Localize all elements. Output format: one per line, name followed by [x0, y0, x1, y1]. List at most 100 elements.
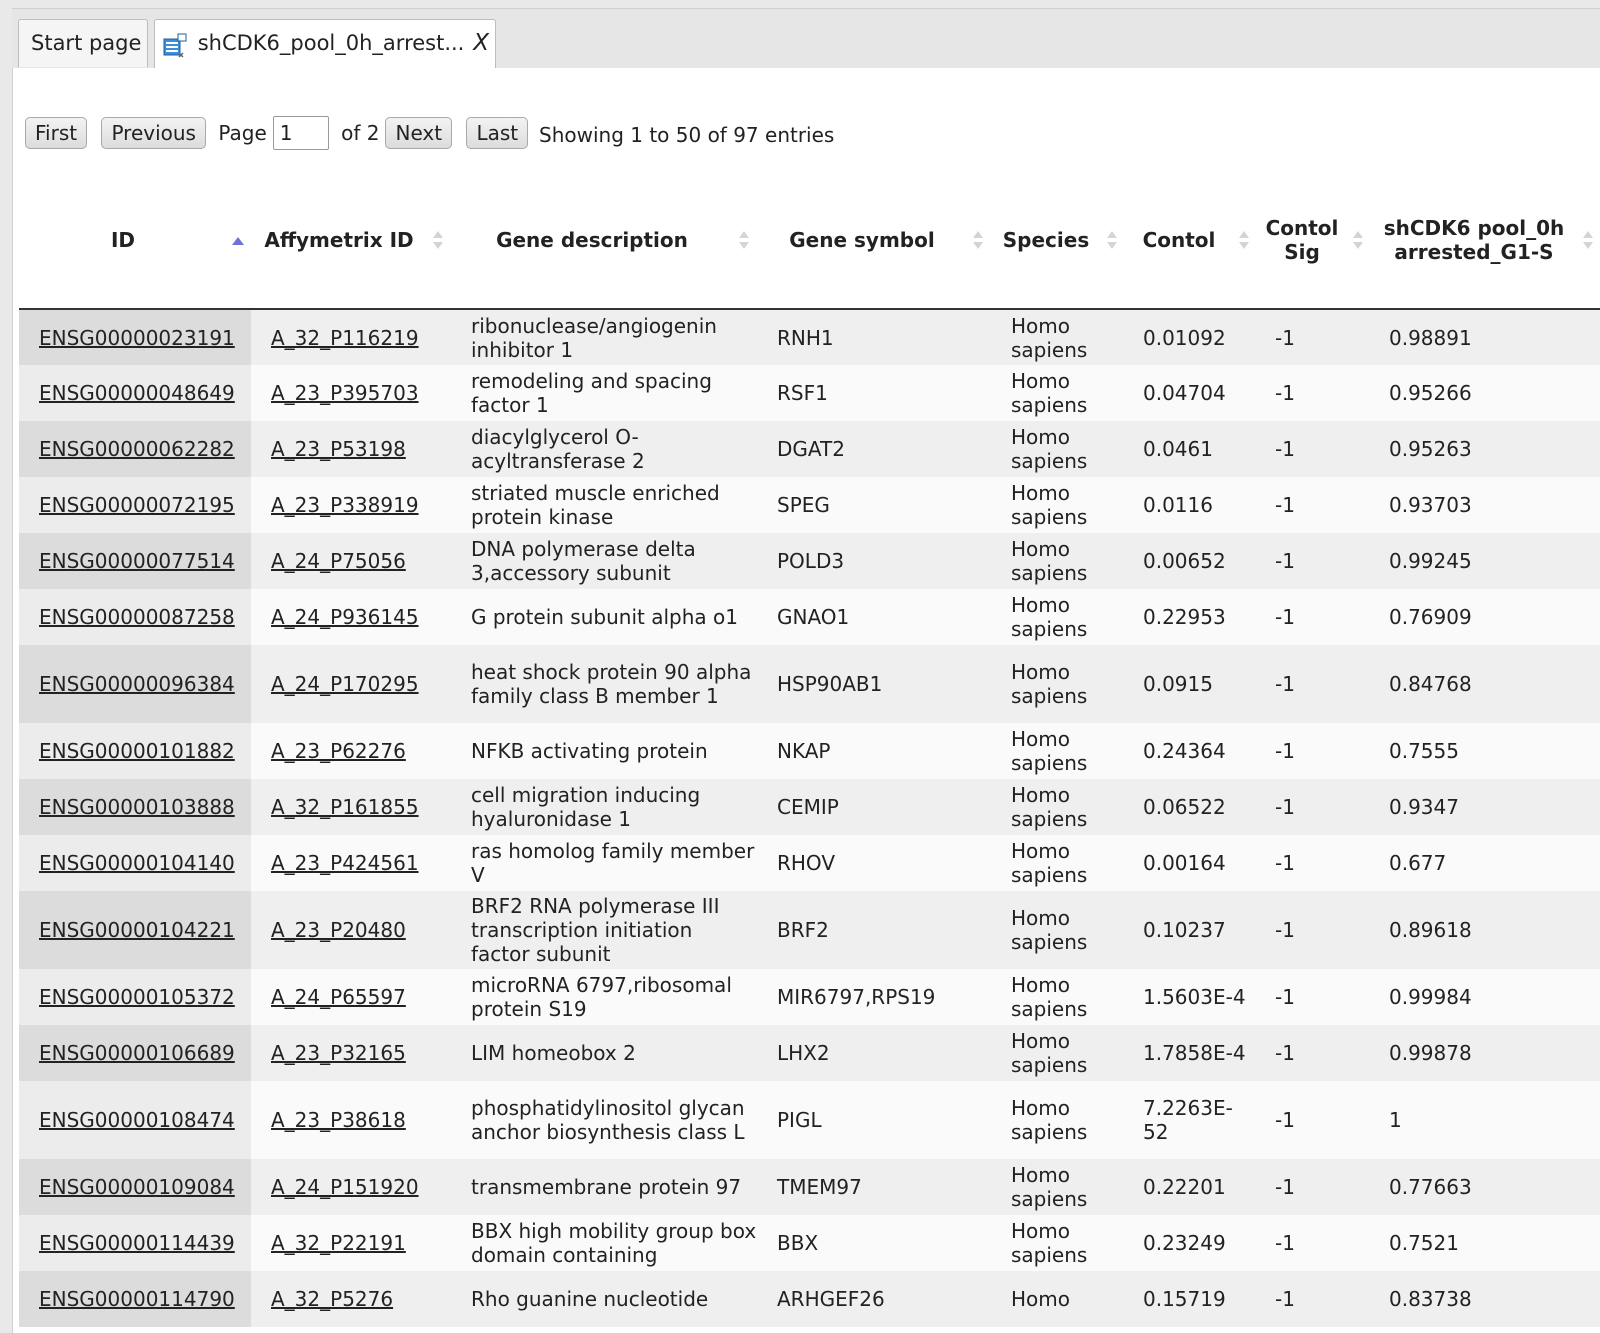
column-header[interactable]: Contol Sig: [1257, 172, 1371, 310]
gene-id-link[interactable]: ENSG00000096384: [39, 672, 235, 696]
table-cell[interactable]: ENSG00000048649: [19, 365, 251, 421]
table-cell[interactable]: A_32_P5276: [251, 1271, 451, 1327]
table-cell[interactable]: ENSG00000105372: [19, 969, 251, 1025]
table-cell[interactable]: ENSG00000062282: [19, 421, 251, 477]
gene-id-link[interactable]: ENSG00000114790: [39, 1287, 235, 1311]
table-cell[interactable]: A_24_P151920: [251, 1159, 451, 1215]
gene-id-link[interactable]: ENSG00000023191: [39, 325, 235, 350]
column-header[interactable]: Affymetrix ID: [251, 172, 451, 310]
affymetrix-id-link[interactable]: A_23_P32165: [271, 1041, 406, 1065]
affymetrix-id-link[interactable]: A_24_P151920: [271, 1175, 419, 1199]
affymetrix-id-link[interactable]: A_23_P20480: [271, 918, 406, 942]
gene-id-link[interactable]: ENSG00000104140: [39, 851, 235, 875]
table-cell[interactable]: ENSG00000108474: [19, 1081, 251, 1159]
sort-icon[interactable]: [971, 227, 985, 253]
gene-id-link[interactable]: ENSG00000077514: [39, 549, 235, 573]
table-cell[interactable]: A_24_P170295: [251, 645, 451, 723]
table-cell[interactable]: A_23_P338919: [251, 477, 451, 533]
table-cell: MIR6797,RPS19: [757, 969, 991, 1025]
table-row: ENSG00000048649 A_23_P395703 remodeling an…: [19, 365, 1600, 421]
table-cell[interactable]: ENSG00000072195: [19, 477, 251, 533]
previous-page-button[interactable]: Previous: [101, 117, 206, 149]
sort-icon[interactable]: [1581, 227, 1595, 253]
table-cell[interactable]: A_23_P53198: [251, 421, 451, 477]
column-header[interactable]: Species: [991, 172, 1125, 310]
affymetrix-id-link[interactable]: A_23_P62276: [271, 739, 406, 763]
affymetrix-id-link[interactable]: A_24_P75056: [271, 549, 406, 573]
table-cell[interactable]: ENSG00000104221: [19, 891, 251, 969]
table-cell[interactable]: A_23_P424561: [251, 835, 451, 891]
close-tab-icon[interactable]: X: [473, 30, 489, 56]
affymetrix-id-link[interactable]: A_23_P424561: [271, 851, 419, 875]
table-cell[interactable]: ENSG00000077514: [19, 533, 251, 589]
table-cell[interactable]: ENSG00000114439: [19, 1215, 251, 1271]
table-cell: Homo sapiens: [991, 1081, 1125, 1159]
table-cell[interactable]: A_23_P62276: [251, 723, 451, 779]
column-header[interactable]: Contol: [1125, 172, 1257, 310]
table-cell[interactable]: A_23_P38618: [251, 1081, 451, 1159]
gene-id-link[interactable]: ENSG00000048649: [39, 381, 235, 405]
table-cell[interactable]: A_24_P65597: [251, 969, 451, 1025]
gene-id-link[interactable]: ENSG00000109084: [39, 1175, 235, 1199]
affymetrix-id-link[interactable]: A_23_P338919: [271, 493, 419, 517]
affymetrix-id-link[interactable]: A_24_P936145: [271, 605, 419, 629]
gene-id-link[interactable]: ENSG00000062282: [39, 437, 235, 461]
affymetrix-id-link[interactable]: A_32_P116219: [271, 325, 419, 350]
affymetrix-id-link[interactable]: A_32_P5276: [271, 1287, 394, 1311]
sort-ascending-icon[interactable]: [231, 227, 245, 253]
gene-id-link[interactable]: ENSG00000072195: [39, 493, 235, 517]
affymetrix-id-link[interactable]: A_23_P395703: [271, 381, 419, 405]
affymetrix-id-link[interactable]: A_24_P65597: [271, 985, 406, 1009]
sort-icon[interactable]: [1351, 227, 1365, 253]
gene-id-link[interactable]: ENSG00000108474: [39, 1108, 235, 1132]
table-cell[interactable]: ENSG00000087258: [19, 589, 251, 645]
last-page-button[interactable]: Last: [466, 117, 529, 149]
table-cell[interactable]: A_24_P936145: [251, 589, 451, 645]
column-header[interactable]: Gene symbol: [757, 172, 991, 310]
table-cell[interactable]: A_32_P22191: [251, 1215, 451, 1271]
affymetrix-id-link[interactable]: A_24_P170295: [271, 672, 419, 696]
gene-id-link[interactable]: ENSG00000105372: [39, 985, 235, 1009]
gene-id-link[interactable]: ENSG00000104221: [39, 918, 235, 942]
table-cell[interactable]: ENSG00000096384: [19, 645, 251, 723]
table-cell[interactable]: A_32_P116219: [251, 309, 451, 365]
table-cell: DGAT2: [757, 421, 991, 477]
table-cell: Homo sapiens: [991, 589, 1125, 645]
table-cell[interactable]: ENSG00000109084: [19, 1159, 251, 1215]
page-number-input[interactable]: 1: [272, 116, 329, 150]
table-cell[interactable]: ENSG00000023191: [19, 309, 251, 365]
affymetrix-id-link[interactable]: A_23_P38618: [271, 1108, 406, 1132]
first-page-button[interactable]: First: [25, 117, 88, 149]
sort-icon[interactable]: [431, 227, 445, 253]
affymetrix-id-link[interactable]: A_32_P161855: [271, 795, 419, 819]
sort-icon[interactable]: [1105, 227, 1119, 253]
table-cell[interactable]: ENSG00000103888: [19, 779, 251, 835]
sort-icon[interactable]: [1237, 227, 1251, 253]
affymetrix-id-link[interactable]: A_23_P53198: [271, 437, 406, 461]
table-cell[interactable]: ENSG00000114790: [19, 1271, 251, 1327]
sort-icon[interactable]: [737, 227, 751, 253]
column-header[interactable]: shCDK6 pool_0h arrested_G1-S: [1371, 172, 1600, 310]
next-page-button[interactable]: Next: [385, 117, 453, 149]
table-cell[interactable]: A_24_P75056: [251, 533, 451, 589]
table-cell[interactable]: A_32_P161855: [251, 779, 451, 835]
column-header[interactable]: Gene description: [451, 172, 757, 310]
table-cell[interactable]: A_23_P395703: [251, 365, 451, 421]
tab-label: shCDK6_pool_0h_arrest...: [197, 31, 465, 55]
table-cell[interactable]: A_23_P32165: [251, 1025, 451, 1081]
table-cell[interactable]: ENSG00000101882: [19, 723, 251, 779]
table-cell[interactable]: A_23_P20480: [251, 891, 451, 969]
table-cell[interactable]: ENSG00000104140: [19, 835, 251, 891]
tab-start-page[interactable]: Start page: [18, 19, 148, 67]
table-cell: -1: [1257, 723, 1371, 779]
gene-id-link[interactable]: ENSG00000114439: [39, 1231, 235, 1255]
gene-id-link[interactable]: ENSG00000103888: [39, 795, 235, 819]
table-cell: G protein subunit alpha o1: [451, 589, 757, 645]
gene-id-link[interactable]: ENSG00000087258: [39, 605, 235, 629]
tab-dataset[interactable]: shCDK6_pool_0h_arrest... X: [154, 19, 496, 69]
gene-id-link[interactable]: ENSG00000101882: [39, 739, 235, 763]
table-cell[interactable]: ENSG00000106689: [19, 1025, 251, 1081]
affymetrix-id-link[interactable]: A_32_P22191: [271, 1231, 406, 1255]
gene-id-link[interactable]: ENSG00000106689: [39, 1041, 235, 1065]
column-header[interactable]: ID: [19, 172, 251, 310]
